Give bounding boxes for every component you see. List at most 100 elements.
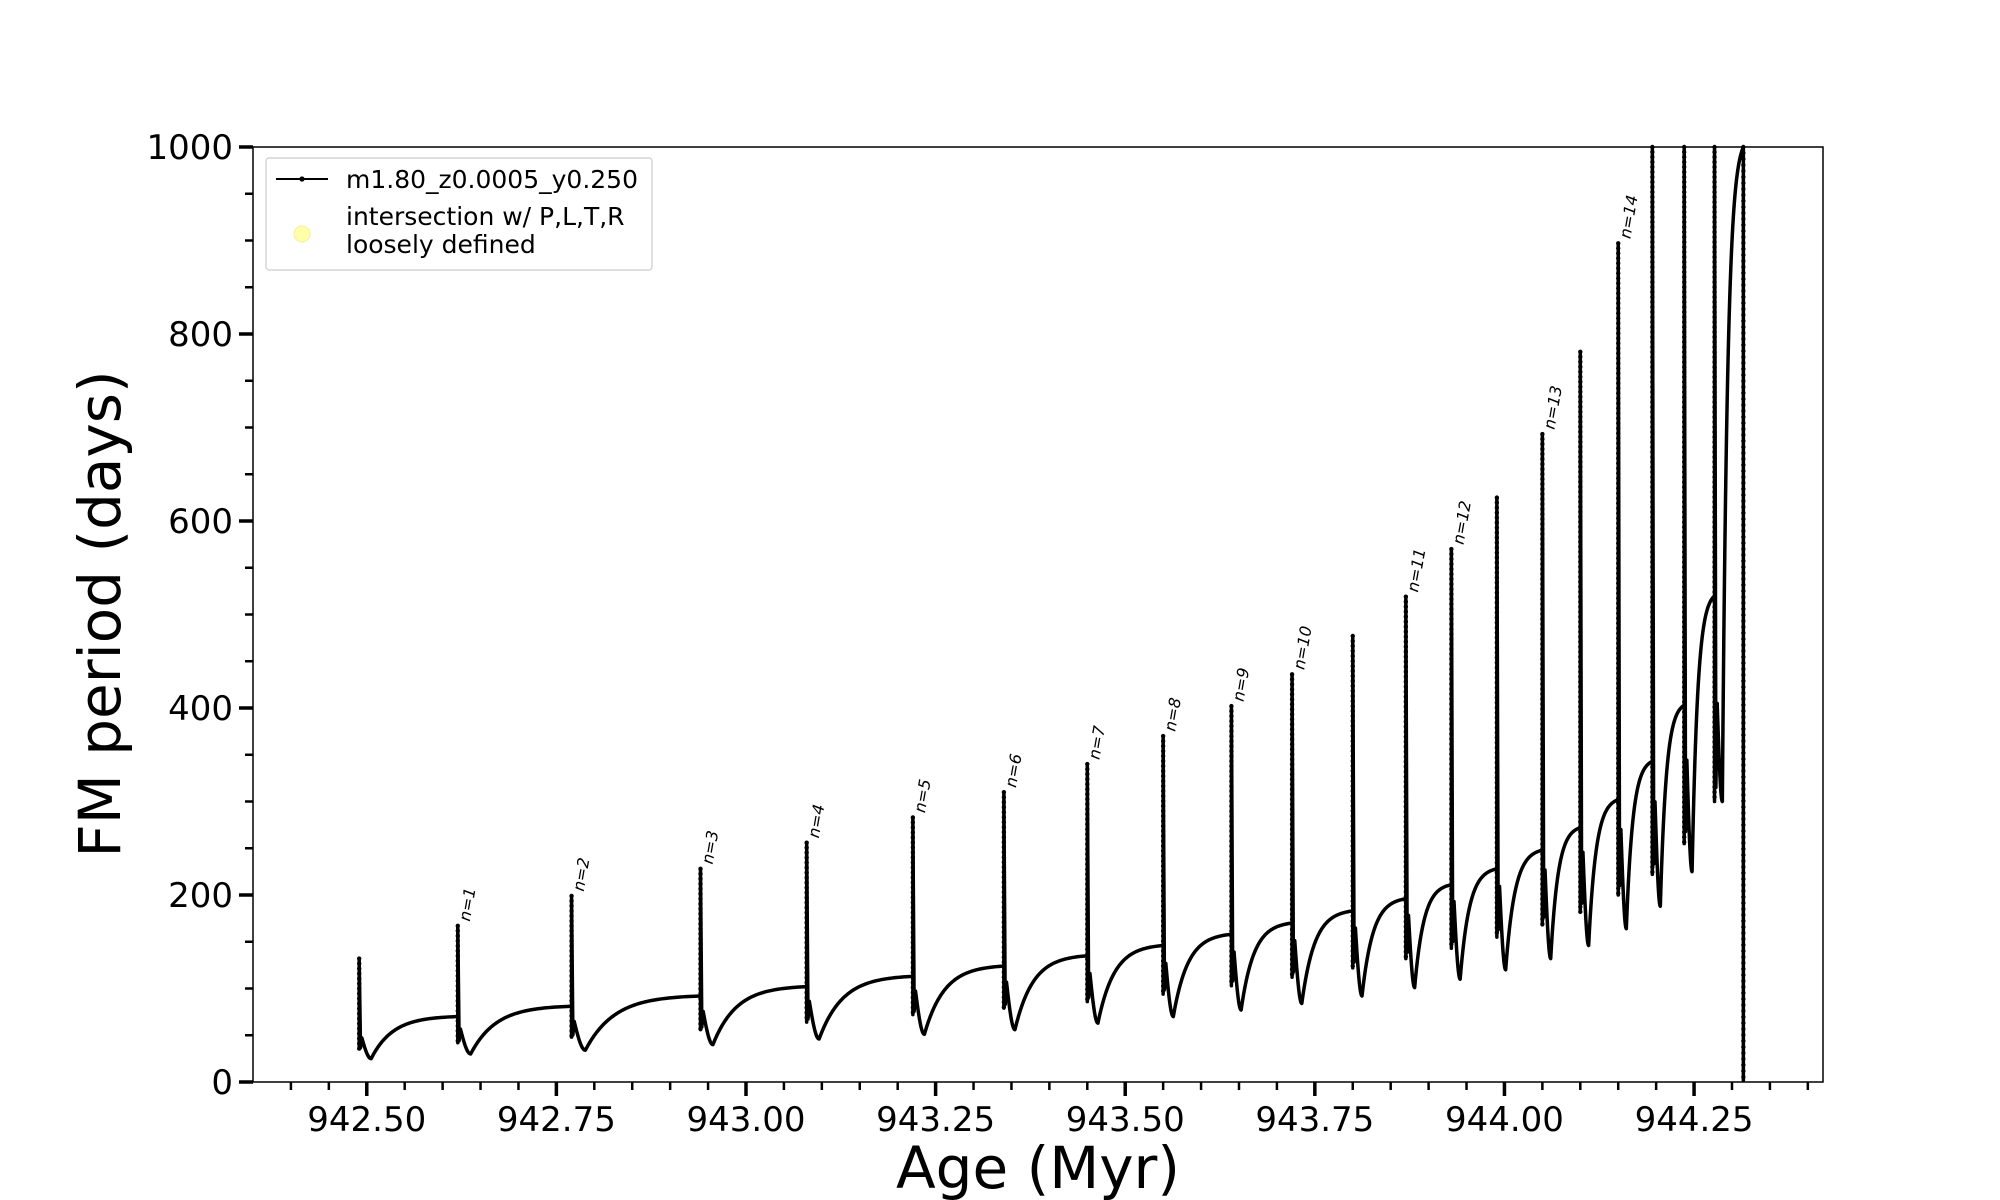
series-point (1650, 314, 1655, 320)
series-point (1741, 294, 1746, 300)
series-point (1682, 609, 1687, 615)
series-point (1403, 724, 1409, 729)
series-point (698, 891, 703, 897)
series-point (1712, 469, 1717, 475)
series-point (1540, 846, 1545, 852)
series-point (1650, 829, 1655, 835)
series-point (1650, 814, 1655, 820)
series-point (1578, 819, 1583, 824)
series-point (1741, 1068, 1746, 1074)
series-point (1229, 938, 1234, 944)
series-point (1494, 735, 1500, 740)
series-point (1712, 159, 1717, 165)
series-point (1229, 838, 1234, 844)
series-point (698, 951, 703, 957)
series-point (1616, 471, 1621, 476)
series-point (1741, 396, 1746, 402)
series-point (1650, 699, 1655, 705)
series-point (1403, 884, 1409, 889)
series-point (1616, 361, 1621, 366)
series-point (1085, 926, 1090, 932)
series-point (1650, 714, 1655, 720)
series-point (1616, 786, 1621, 791)
series-point (1001, 904, 1007, 910)
series-point (1650, 209, 1655, 215)
series-point (1682, 779, 1687, 785)
series-point (356, 1016, 362, 1021)
series-point (1350, 843, 1355, 849)
series-point (1350, 913, 1355, 919)
series-point (1494, 585, 1500, 590)
series-point (1403, 949, 1409, 954)
series-point (1682, 489, 1687, 495)
series-point (1160, 923, 1166, 929)
series-point (1578, 474, 1583, 479)
series-point (1741, 408, 1746, 414)
series-point (1650, 614, 1655, 620)
series-point (1712, 589, 1717, 595)
series-point (1616, 726, 1621, 731)
series-point (1741, 822, 1746, 828)
series-point (1449, 581, 1454, 587)
series-point (910, 890, 916, 895)
series-point (1682, 179, 1687, 185)
series-point (1650, 754, 1655, 760)
series-point (1712, 234, 1717, 240)
series-point (1682, 314, 1687, 320)
series-point (1741, 342, 1746, 348)
series-point (1001, 899, 1007, 905)
series-point (804, 955, 809, 960)
series-point (1616, 631, 1621, 636)
series-point (1578, 604, 1583, 609)
series-point (1350, 648, 1355, 654)
series-point (1682, 149, 1687, 155)
series-point (356, 991, 362, 996)
series-point (1616, 821, 1621, 826)
series-point (1712, 529, 1717, 535)
series-point (1001, 869, 1007, 875)
axis-ticks: 942.50 942.75 943.00 943.25 943.50 943.75 944.… (146, 128, 1810, 1140)
series-point (1289, 747, 1295, 752)
series-point (1650, 634, 1655, 640)
series-point (1616, 336, 1621, 341)
series-point (1403, 774, 1409, 779)
series-point (1682, 624, 1687, 630)
series-point (1616, 376, 1621, 381)
series-point (698, 901, 703, 907)
series-point (1616, 666, 1621, 671)
series-point (1001, 994, 1007, 1000)
series-point (1289, 737, 1295, 742)
series-point (1650, 434, 1655, 440)
series-point (1682, 699, 1687, 705)
series-point (1160, 943, 1166, 949)
series-point (1741, 288, 1746, 294)
series-point (1650, 269, 1655, 275)
series-point (1682, 449, 1687, 455)
series-point (1449, 751, 1454, 757)
series-point (1616, 556, 1621, 561)
series-point (1741, 696, 1746, 702)
series-point (1494, 810, 1500, 815)
series-point (1403, 689, 1409, 694)
series-point (1350, 823, 1355, 829)
series-point (910, 815, 916, 820)
series-point (1741, 222, 1746, 228)
series-point (1449, 926, 1454, 932)
series-point (910, 950, 916, 955)
series-point (1712, 794, 1717, 800)
series-point (1289, 717, 1295, 722)
series-point (1682, 339, 1687, 345)
series-point (1616, 606, 1621, 611)
series-point (910, 970, 916, 975)
series-point (1578, 894, 1583, 899)
series-point (1712, 354, 1717, 360)
series-point (804, 880, 809, 885)
series-point (804, 975, 809, 980)
series-point (804, 885, 809, 890)
series-point (1085, 866, 1090, 872)
series-point (1616, 311, 1621, 316)
series-point (1578, 469, 1583, 474)
series-point (1616, 241, 1621, 246)
series-point (1229, 888, 1234, 894)
series-point (804, 985, 809, 990)
